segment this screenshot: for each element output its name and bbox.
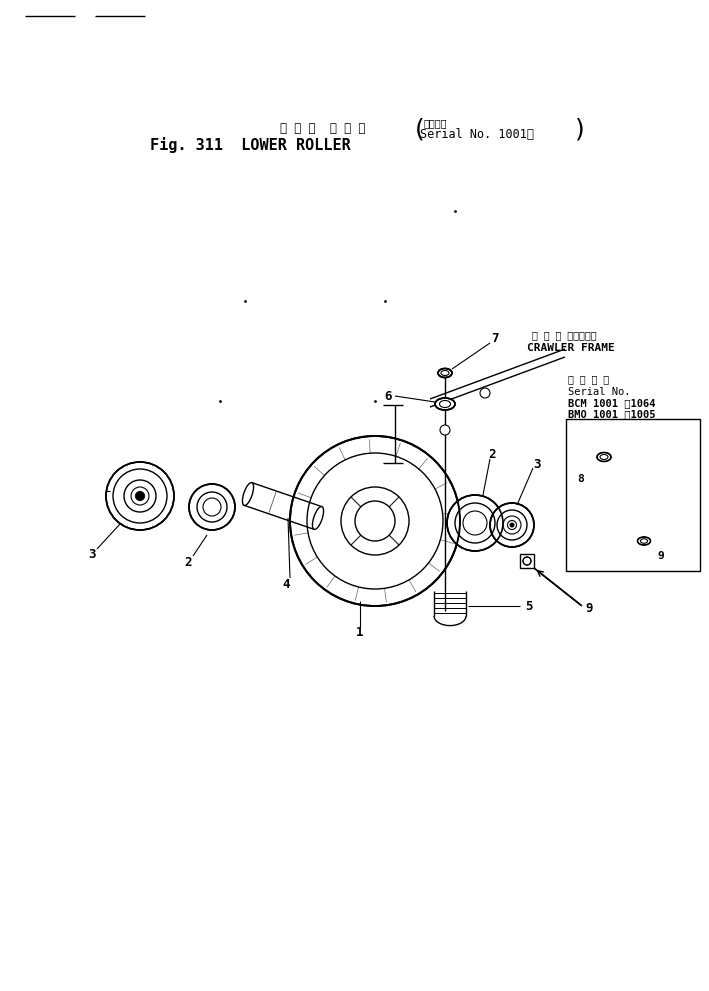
Text: 4: 4 xyxy=(282,578,290,591)
Text: (: ( xyxy=(415,117,425,141)
Text: BCM 1001 ～1064: BCM 1001 ～1064 xyxy=(568,398,656,408)
Ellipse shape xyxy=(313,506,323,529)
Text: 2: 2 xyxy=(184,556,191,569)
Ellipse shape xyxy=(106,462,174,530)
Circle shape xyxy=(480,388,490,398)
Text: 適 用 号 機: 適 用 号 機 xyxy=(568,374,609,384)
Ellipse shape xyxy=(490,503,534,547)
Ellipse shape xyxy=(435,398,455,410)
Ellipse shape xyxy=(447,495,503,551)
Text: ロ ワ ー  ロ ー ラ: ロ ワ ー ロ ー ラ xyxy=(280,123,366,136)
Bar xyxy=(520,554,534,568)
Text: CRAWLER FRAME: CRAWLER FRAME xyxy=(527,343,615,353)
Text: 3: 3 xyxy=(88,548,96,562)
Text: 適用号機: 適用号機 xyxy=(424,118,447,128)
Text: 2: 2 xyxy=(489,448,496,461)
Text: ): ) xyxy=(575,117,585,141)
Ellipse shape xyxy=(290,436,460,606)
Text: Fig. 311  LOWER ROLLER: Fig. 311 LOWER ROLLER xyxy=(150,137,351,153)
Text: ク ロ ー タフレーム: ク ロ ー タフレーム xyxy=(532,330,597,340)
Ellipse shape xyxy=(597,453,611,462)
Text: BMO 1001 ～1005: BMO 1001 ～1005 xyxy=(568,409,656,419)
Text: 9: 9 xyxy=(658,551,664,561)
Text: 1: 1 xyxy=(356,626,364,639)
Text: 9: 9 xyxy=(585,603,593,615)
Ellipse shape xyxy=(637,537,650,545)
Text: 3: 3 xyxy=(533,458,541,471)
Ellipse shape xyxy=(510,523,514,527)
Circle shape xyxy=(523,557,531,565)
Text: 7: 7 xyxy=(491,333,498,346)
Text: 8: 8 xyxy=(578,474,584,484)
Text: 5: 5 xyxy=(525,600,532,612)
Circle shape xyxy=(440,425,450,435)
Ellipse shape xyxy=(189,484,235,530)
Text: 6: 6 xyxy=(384,389,392,402)
Bar xyxy=(566,419,700,571)
Text: Serial No. 1001～: Serial No. 1001～ xyxy=(420,129,534,142)
Polygon shape xyxy=(244,483,322,529)
Ellipse shape xyxy=(135,492,145,500)
Text: Serial No.: Serial No. xyxy=(568,387,630,397)
Ellipse shape xyxy=(438,369,452,378)
Ellipse shape xyxy=(242,483,254,505)
